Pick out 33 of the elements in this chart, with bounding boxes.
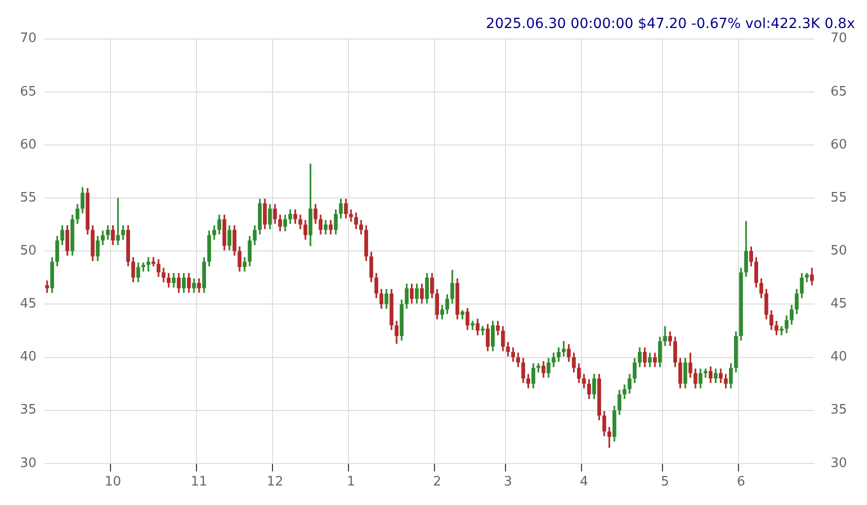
y-tick-label: 35 xyxy=(20,402,37,418)
candlestick xyxy=(704,368,708,378)
x-tick-label: 2 xyxy=(432,474,442,490)
y2-tick-label: 30 xyxy=(830,456,848,471)
candlestick xyxy=(152,257,156,266)
x-tick-label: 11 xyxy=(190,474,208,490)
y-tick-label: 45 xyxy=(20,296,37,312)
x-tick-label: 3 xyxy=(504,474,512,490)
y2-tick-label: 60 xyxy=(830,137,848,152)
candlestick xyxy=(116,198,120,246)
y-tick-label: 55 xyxy=(20,190,37,206)
x-tick-label: 1 xyxy=(346,474,356,490)
y2-tick-label: 65 xyxy=(830,84,848,100)
y2-tick-label: 70 xyxy=(830,31,848,46)
y2-tick-label: 50 xyxy=(830,243,848,258)
x-tick-label: 6 xyxy=(736,474,746,490)
y2-tick-label: 55 xyxy=(830,190,848,206)
candlestick xyxy=(470,320,474,330)
x-tick-label: 12 xyxy=(266,474,284,490)
y2-tick-label: 45 xyxy=(830,296,848,312)
y-tick-label: 60 xyxy=(20,137,37,152)
y-tick-label: 65 xyxy=(20,84,37,100)
chart-title: 2025.06.30 00:00:00 $47.20 -0.67% vol:422.3K 0.8x xyxy=(486,16,855,32)
y2-tick-label: 40 xyxy=(830,350,848,365)
y2-tick-label: 35 xyxy=(830,402,848,418)
y-tick-label: 70 xyxy=(20,31,37,46)
x-tick-label: 4 xyxy=(580,474,588,490)
candlestick xyxy=(780,326,784,336)
y-tick-label: 50 xyxy=(20,243,37,258)
x-tick-label: 5 xyxy=(660,474,670,490)
y-tick-label: 40 xyxy=(20,350,37,365)
y-tick-label: 30 xyxy=(20,456,37,471)
x-tick-label: 10 xyxy=(104,474,122,490)
